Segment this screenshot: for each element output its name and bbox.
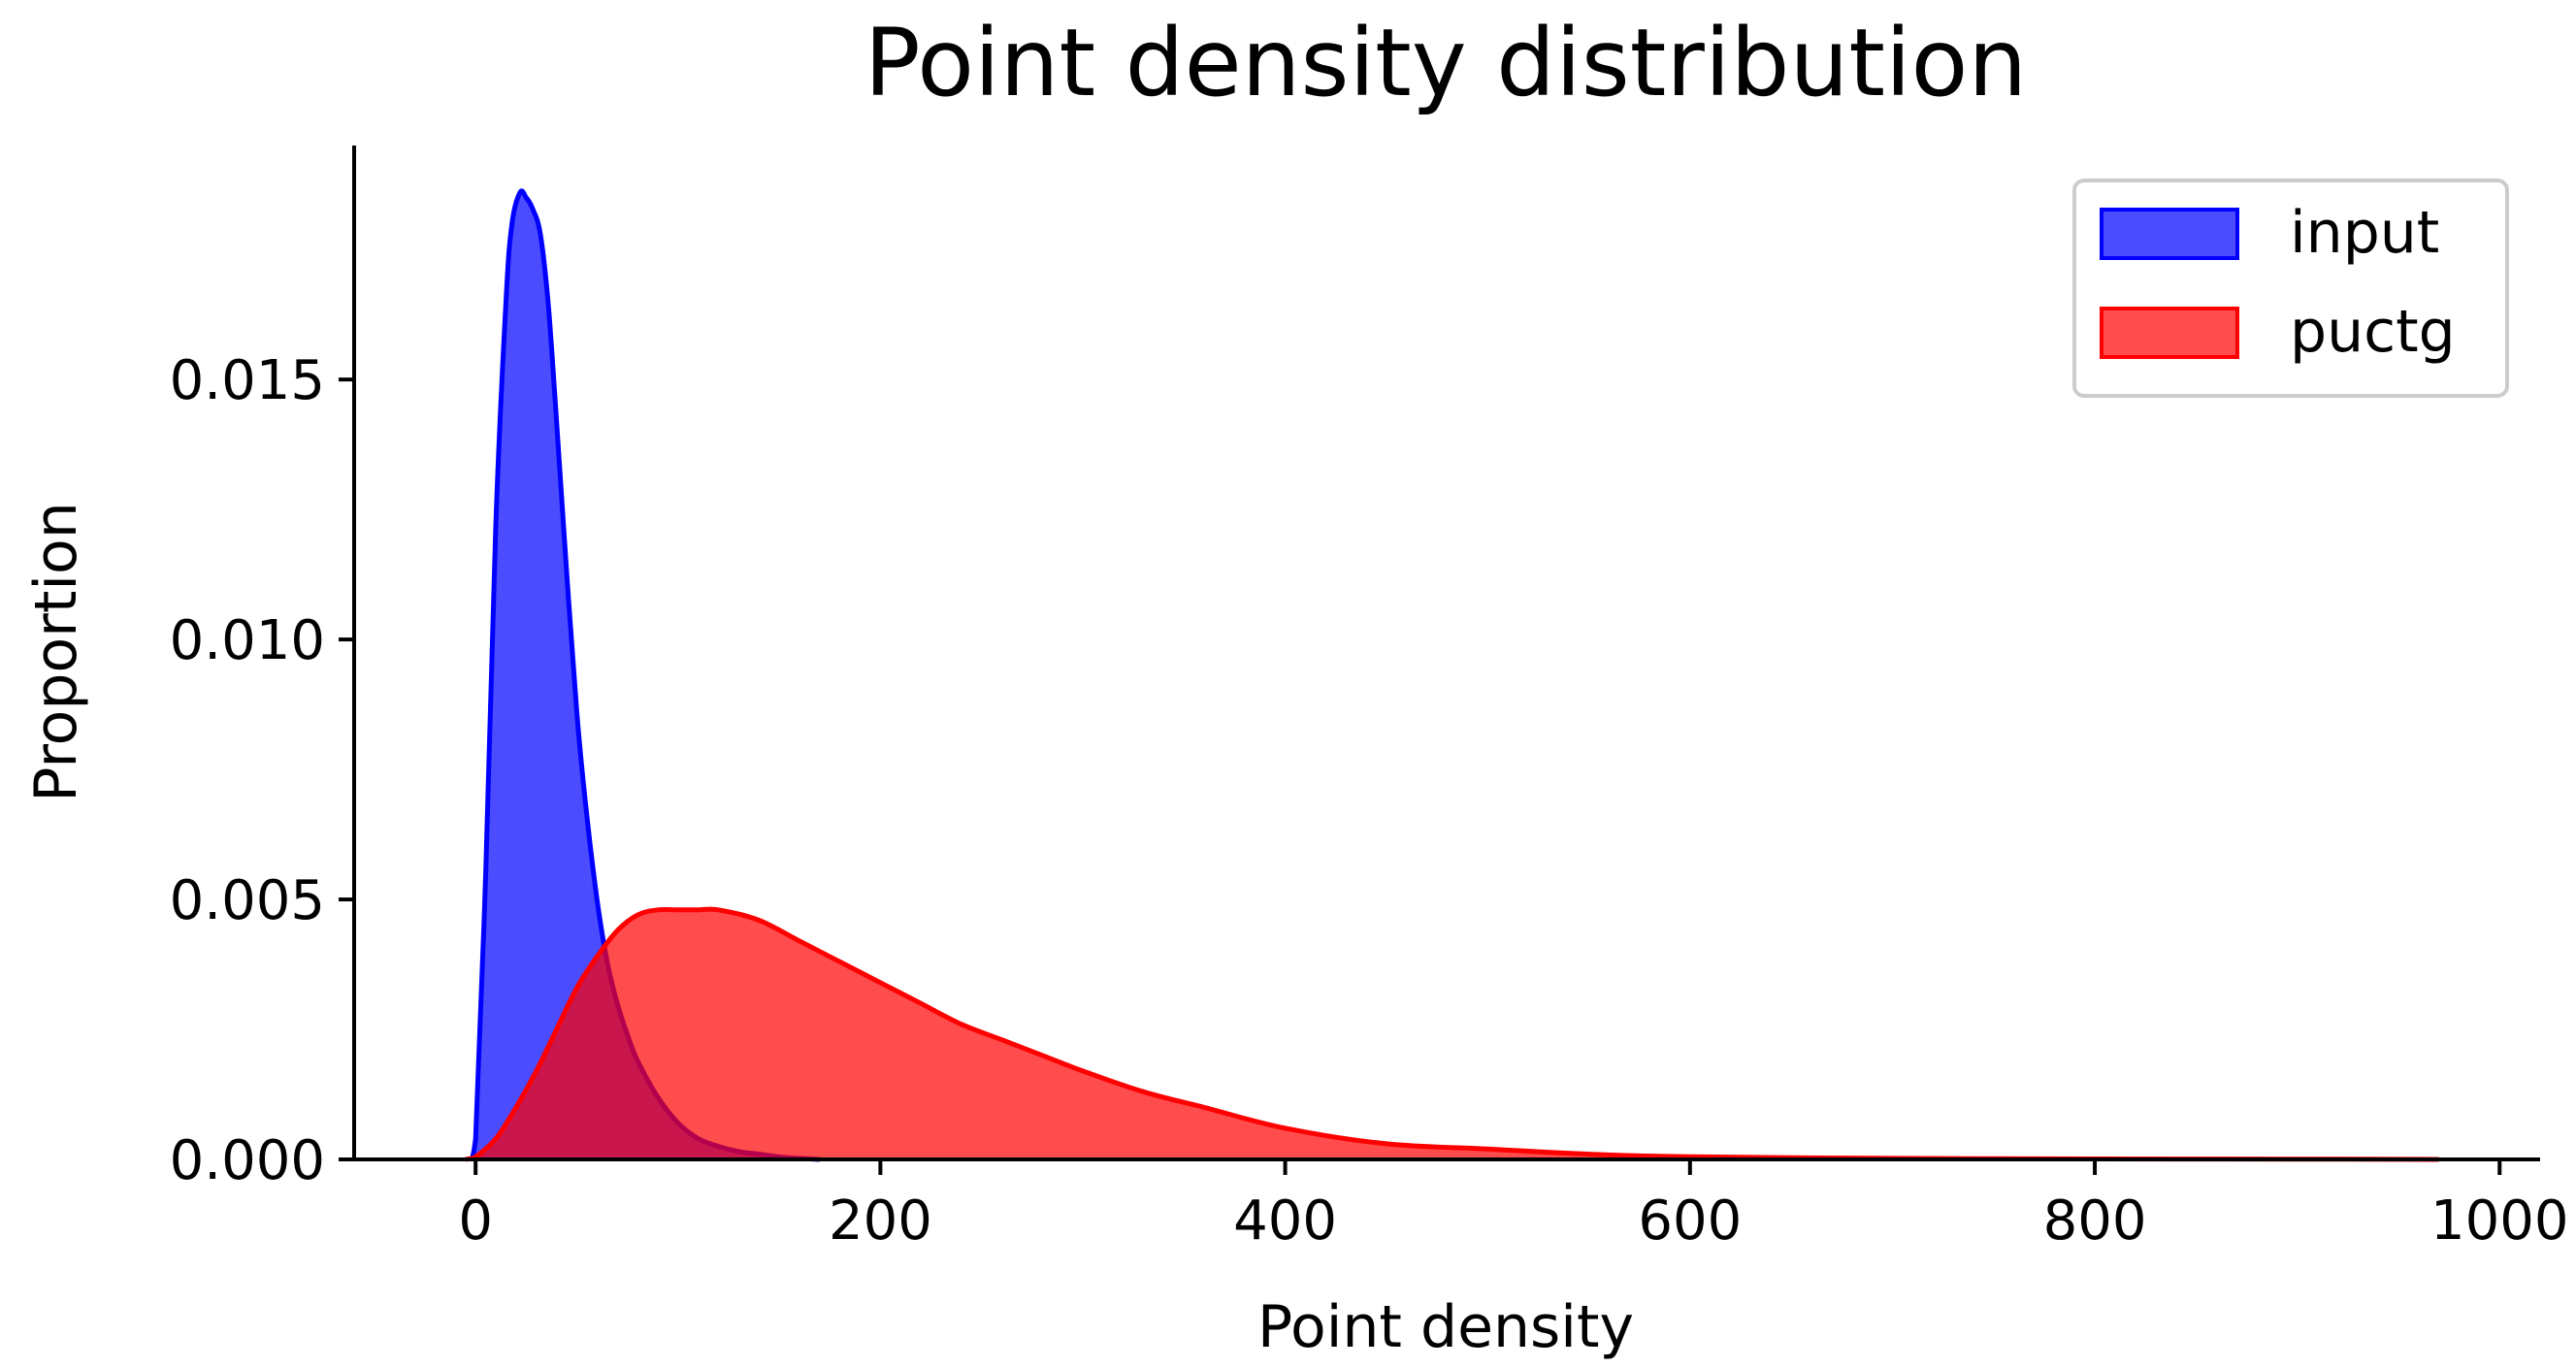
x-tick-label: 1000	[2430, 1189, 2569, 1253]
legend-label-input: input	[2290, 199, 2439, 267]
x-tick-label: 800	[2043, 1189, 2147, 1253]
legend: input puctg	[2072, 179, 2509, 398]
series-area-puctg	[465, 909, 2439, 1159]
y-tick-label: 0.015	[170, 349, 325, 412]
legend-swatch-input	[2100, 208, 2239, 260]
legend-label-puctg: puctg	[2290, 298, 2456, 366]
x-tick-label: 200	[829, 1189, 932, 1253]
chart-title: Point density distribution	[864, 9, 2027, 117]
y-axis-label: Proportion	[22, 502, 90, 802]
x-axis-label: Point density	[1257, 1293, 1634, 1361]
y-tick-label: 0.005	[170, 869, 325, 932]
x-tick-label: 0	[458, 1189, 493, 1253]
x-tick-label: 600	[1638, 1189, 1742, 1253]
series-area-input	[472, 190, 820, 1160]
x-tick-label: 400	[1233, 1189, 1337, 1253]
series-line-puctg	[465, 906, 2439, 1162]
legend-swatch-puctg	[2100, 307, 2239, 359]
y-ticks: 0.000 0.005 0.010 0.015	[170, 349, 354, 1192]
y-tick-label: 0.010	[170, 609, 325, 672]
y-tick-label: 0.000	[170, 1129, 325, 1192]
x-ticks: 0 200 400 600 800 1000	[458, 1159, 2569, 1253]
series-layer	[465, 188, 2439, 1162]
